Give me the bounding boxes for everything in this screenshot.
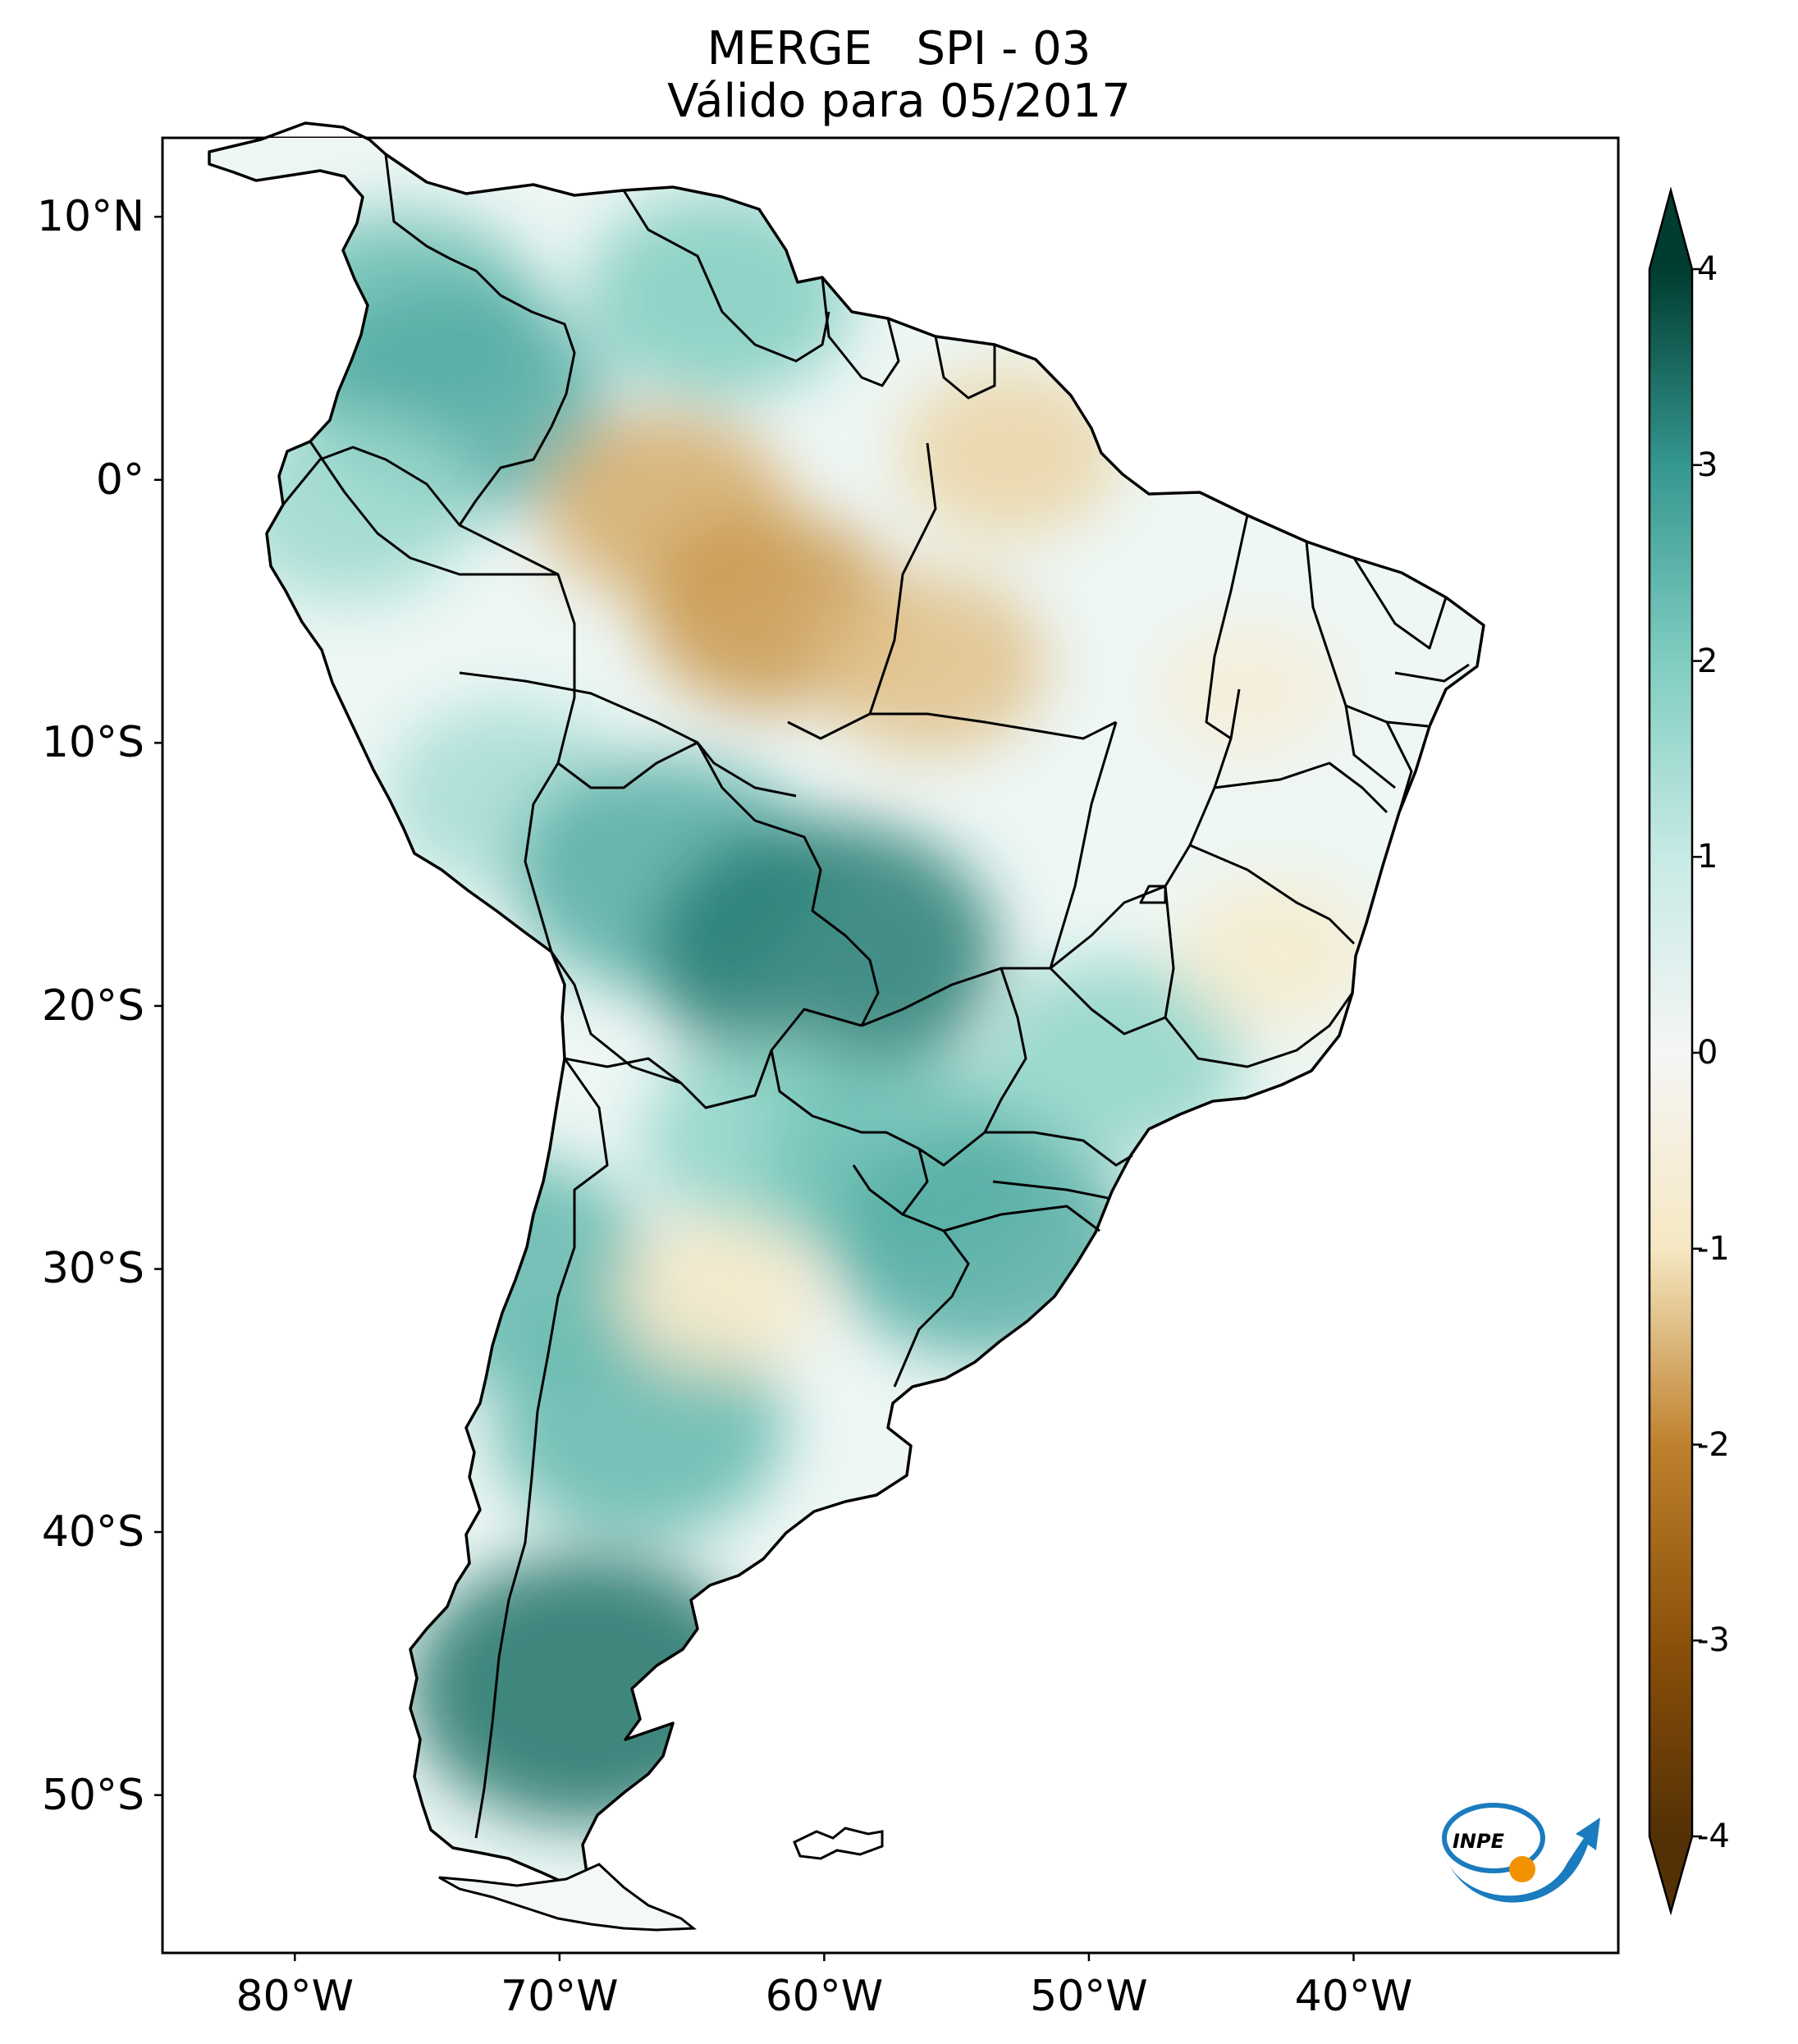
border-chile-argentina xyxy=(474,1058,609,1839)
border-brazil-states-3 xyxy=(787,442,937,740)
inpe-logo-icon: INPE xyxy=(1442,1803,1600,1903)
colorbar-tick-label: -1 xyxy=(1697,1229,1730,1268)
border-bolivia-south xyxy=(550,951,862,1109)
tierra-del-fuego xyxy=(438,1863,698,1932)
map-subtitle: Válido para 05/2017 xyxy=(667,75,1131,128)
lat-tick-label: 0° xyxy=(95,455,144,505)
coastline xyxy=(208,121,1485,1889)
spi-region-14 xyxy=(986,959,1244,1158)
lon-tick-label: 50°W xyxy=(1030,1972,1148,2021)
colorbar-ticks xyxy=(1692,268,1702,1838)
lat-tick-label: 50°S xyxy=(41,1770,144,1820)
border-peru-brazil-south xyxy=(459,671,797,798)
colorbar-tick-label: -2 xyxy=(1697,1425,1730,1464)
lon-tick-label: 40°W xyxy=(1294,1972,1413,2021)
colorbar-body xyxy=(1649,269,1692,1836)
political-borders xyxy=(281,153,1470,1839)
colorbar-min-extension xyxy=(1649,1836,1692,1912)
lon-tick-label: 60°W xyxy=(765,1972,884,2021)
spi-region-7 xyxy=(899,368,1120,539)
border-bolivia-brazil xyxy=(557,741,880,1027)
border-uruguay xyxy=(893,1213,970,1388)
lat-tick-label: 40°S xyxy=(41,1507,144,1557)
border-brazil-states-6 xyxy=(1164,885,1354,1068)
border-brazil-states-17 xyxy=(1345,704,1413,813)
border-brazil-states-4 xyxy=(1049,721,1118,969)
colorbar-tick-label: -3 xyxy=(1697,1621,1730,1660)
inpe-logo-text: INPE xyxy=(1453,1830,1505,1853)
border-brazil-states-2 xyxy=(870,712,1117,740)
border-brazil-states-9 xyxy=(985,1131,1133,1167)
border-brazil-states-14 xyxy=(1352,557,1448,650)
map-ticks xyxy=(154,215,1355,1961)
map-title: MERGE SPI - 03 xyxy=(707,22,1091,75)
colorbar xyxy=(1648,186,1702,1916)
spi-region-20 xyxy=(616,1217,821,1374)
border-brazil-states-11 xyxy=(943,1205,1100,1232)
border-venezuela-guyana xyxy=(622,190,830,363)
lon-tick-label: 70°W xyxy=(501,1972,619,2021)
lat-tick-label: 30°S xyxy=(41,1244,144,1294)
lat-tick-label: 10°N xyxy=(36,192,144,242)
colorbar-max-extension xyxy=(1649,190,1692,269)
border-colombia-ecuador xyxy=(281,446,559,576)
border-federal-district xyxy=(1139,885,1167,904)
lat-tick-label: 10°S xyxy=(41,718,144,768)
spi-region-3 xyxy=(225,412,471,601)
border-peru-brazil xyxy=(309,441,576,953)
spi-region-10 xyxy=(651,820,998,1087)
spi-region-18 xyxy=(1155,619,1341,762)
border-paraguay xyxy=(770,1049,929,1216)
border-brazil-states-7 xyxy=(1049,967,1166,1036)
border-brazil-states-15 xyxy=(1394,663,1470,683)
border-suriname-guiana xyxy=(934,336,996,400)
border-colombia-venezuela xyxy=(384,153,576,526)
border-brazil-states-8 xyxy=(918,967,1027,1167)
border-brazil-states-5 xyxy=(1189,844,1356,945)
border-brazil-states-16 xyxy=(1386,720,1429,728)
lon-tick-label: 80°W xyxy=(236,1972,355,2021)
falkland-islands xyxy=(793,1827,884,1860)
border-chile-bolivia xyxy=(564,1057,682,1085)
border-brazil-states-13 xyxy=(1305,541,1396,789)
border-brazil-states-12 xyxy=(1205,514,1249,740)
border-brazil-states-1 xyxy=(861,688,1241,1027)
colorbar-tick-label: -4 xyxy=(1697,1818,1730,1855)
border-guyana-suriname xyxy=(821,277,900,387)
border-brazil-states-18 xyxy=(1214,761,1389,814)
border-brazil-states-10 xyxy=(992,1180,1109,1200)
lat-tick-label: 20°S xyxy=(41,981,144,1031)
